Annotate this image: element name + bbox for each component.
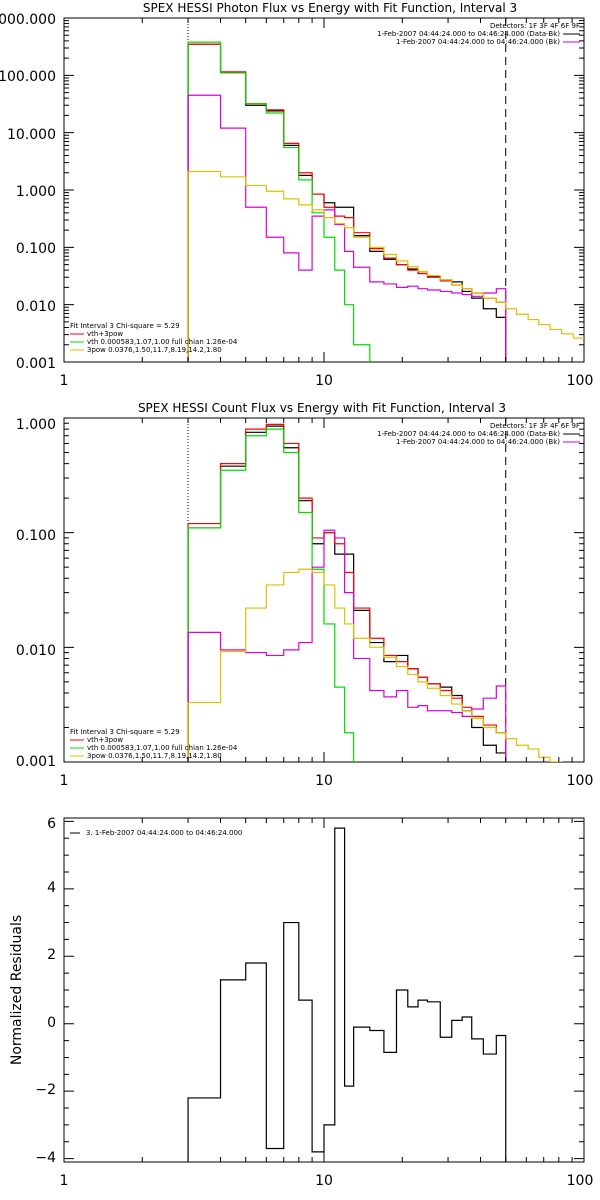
y-tick-label: −2 bbox=[35, 1082, 56, 1098]
series-thermal-line bbox=[187, 428, 355, 762]
legend: Fit Interval 3 Chi-square = 5.29 vth+3po… bbox=[70, 728, 238, 760]
y-tick-label: 0.001 bbox=[16, 356, 56, 372]
y-tick-label: 1.000 bbox=[16, 184, 56, 200]
series-data-line bbox=[187, 425, 507, 762]
x-tick-label: 1 bbox=[60, 1173, 69, 1189]
y-tick-label: −4 bbox=[35, 1150, 56, 1166]
photon-flux-panel: SPEX HESSI Photon Flux vs Energy with Fi… bbox=[0, 1, 593, 389]
x-tick-label: 10 bbox=[315, 373, 333, 389]
series-total-line bbox=[187, 423, 507, 762]
series-thermal-line bbox=[187, 41, 371, 362]
legend-total-label: vth+3pow bbox=[87, 330, 123, 338]
x-tick-labels: 1 10 100 bbox=[60, 1173, 594, 1189]
plot-area bbox=[187, 827, 507, 1162]
legend-thermal-label: vth 0.000583,1.07,1.00 full chian 1.26e-… bbox=[87, 338, 238, 346]
y-tick-label: 0.010 bbox=[16, 299, 56, 315]
legend-total-label: vth+3pow bbox=[87, 736, 123, 744]
axis-tick-marks bbox=[63, 417, 584, 763]
count-flux-panel: SPEX HESSI Count Flux vs Energy with Fit… bbox=[16, 401, 593, 789]
detectors-label: Detectors: 1F 3F 4F 6F 9F bbox=[490, 22, 580, 30]
y-tick-label: 6 bbox=[47, 816, 56, 832]
detectors-label: Detectors: 1F 3F 4F 6F 9F bbox=[490, 422, 580, 430]
series-background-line bbox=[187, 529, 507, 762]
y-tick-label: 10.000 bbox=[7, 127, 56, 143]
bk-interval-label: 1-Feb-2007 04:44:24.000 to 04:46:24.000 … bbox=[396, 438, 560, 446]
y-tick-label: 0.001 bbox=[16, 754, 56, 770]
y-tick-labels: 1.000 0.100 0.010 0.001 bbox=[16, 417, 56, 770]
legend-fit-label: Fit Interval 3 Chi-square = 5.29 bbox=[70, 728, 180, 736]
series-data-line bbox=[187, 827, 507, 1162]
series-data-line bbox=[187, 43, 507, 362]
chart-title: SPEX HESSI Photon Flux vs Energy with Fi… bbox=[143, 1, 517, 15]
legend: Fit Interval 3 Chi-square = 5.29 vth+3po… bbox=[70, 322, 238, 354]
x-tick-labels: 1 10 100 bbox=[60, 373, 594, 389]
legend-powerlaw-label: 3pow 0.0376,1.50,11.7,8.19,14.2,1.80 bbox=[87, 346, 222, 354]
series-total-line bbox=[187, 43, 507, 362]
y-axis-label: Normalized Residuals bbox=[9, 915, 25, 1065]
legend-fit-label: Fit Interval 3 Chi-square = 5.29 bbox=[70, 322, 180, 330]
axis-ticks bbox=[63, 818, 584, 1162]
residuals-panel: Normalized Residuals 6 4 2 0 −2 −4 1 10 … bbox=[9, 816, 593, 1189]
x-tick-label: 1 bbox=[60, 773, 69, 789]
plot-area bbox=[187, 418, 563, 762]
x-tick-labels: 1 10 100 bbox=[60, 773, 594, 789]
y-tick-label: 0.100 bbox=[16, 528, 56, 544]
axis-ticks bbox=[63, 417, 584, 763]
data-interval-label: 1-Feb-2007 04:44:24.000 to 04:46:24.000 … bbox=[377, 30, 560, 38]
x-tick-label: 100 bbox=[567, 373, 594, 389]
bk-interval-label: 1-Feb-2007 04:44:24.000 to 04:46:24.000 … bbox=[396, 38, 560, 46]
x-tick-label: 100 bbox=[567, 773, 594, 789]
y-tick-label: 100.000 bbox=[0, 69, 56, 85]
y-tick-label: 2 bbox=[47, 947, 56, 963]
data-interval-label: 1-Feb-2007 04:44:24.000 to 04:46:24.000 … bbox=[377, 430, 560, 438]
y-tick-label: 4 bbox=[47, 880, 56, 896]
x-tick-label: 10 bbox=[315, 1173, 333, 1189]
axis-ticks bbox=[63, 17, 584, 363]
axis-tick-marks bbox=[63, 818, 584, 1162]
x-tick-label: 100 bbox=[567, 1173, 594, 1189]
series-background-line bbox=[187, 94, 507, 362]
legend: 3. 1-Feb-2007 04:44:24.000 to 04:46:24.0… bbox=[70, 829, 242, 837]
x-tick-label: 1 bbox=[60, 373, 69, 389]
legend-powerlaw-label: 3pow 0.0376,1.50,11.7,8.19,14.2,1.80 bbox=[87, 752, 222, 760]
plot-area bbox=[187, 18, 584, 362]
y-tick-label: 0.100 bbox=[16, 241, 56, 257]
info-block: Detectors: 1F 3F 4F 6F 9F 1-Feb-2007 04:… bbox=[377, 422, 580, 446]
y-tick-label: 1.000 bbox=[16, 417, 56, 433]
y-tick-label: 0 bbox=[47, 1015, 56, 1031]
legend-interval-label: 3. 1-Feb-2007 04:44:24.000 to 04:46:24.0… bbox=[86, 829, 242, 837]
info-block: Detectors: 1F 3F 4F 6F 9F 1-Feb-2007 04:… bbox=[377, 22, 580, 46]
chart-title: SPEX HESSI Count Flux vs Energy with Fit… bbox=[138, 401, 506, 415]
axis-tick-marks bbox=[63, 17, 584, 363]
series-powerlaw-line bbox=[187, 170, 584, 362]
legend-thermal-label: vth 0.000583,1.07,1.00 full chian 1.26e-… bbox=[87, 744, 238, 752]
y-tick-labels: 6 4 2 0 −2 −4 bbox=[35, 816, 56, 1166]
y-tick-label: 0.010 bbox=[16, 643, 56, 659]
x-tick-label: 10 bbox=[315, 773, 333, 789]
series-powerlaw-line bbox=[187, 568, 563, 762]
